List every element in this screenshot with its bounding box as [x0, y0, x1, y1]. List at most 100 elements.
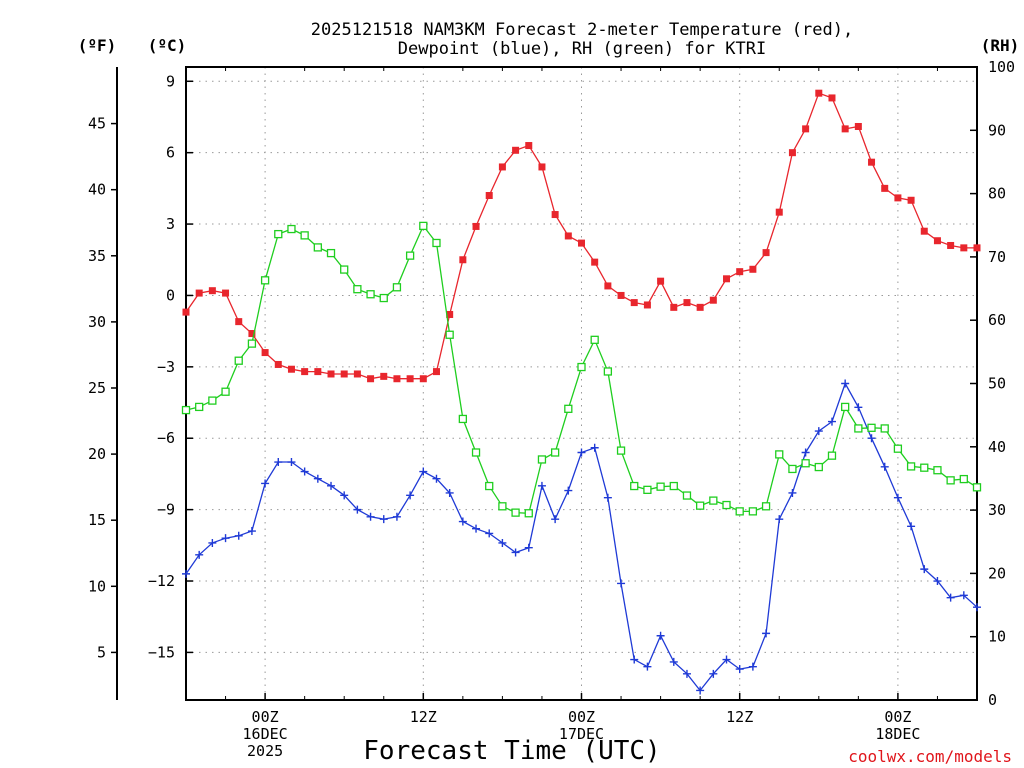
- time-tick-label: 00Z: [568, 708, 595, 726]
- dewpoint-point: [287, 458, 296, 467]
- rh-point: [181, 405, 191, 415]
- dewpoint-point: [432, 474, 441, 483]
- rh-point: [827, 451, 837, 460]
- 2-meter-temperature-point: [920, 227, 928, 235]
- credit-text[interactable]: coolwx.com/models: [848, 747, 1012, 766]
- rh-point: [933, 466, 942, 475]
- fahrenheit-tick-label: 40: [88, 181, 106, 199]
- rh-point: [340, 265, 349, 274]
- rh-point: [274, 229, 283, 239]
- dewpoint-point: [511, 548, 520, 557]
- rh-point: [656, 482, 665, 491]
- fahrenheit-axis-ticks: 45 40 35 30 25 20 15 10 5: [88, 115, 117, 661]
- 2-meter-temperature-point: [709, 296, 717, 304]
- 2-meter-temperature-point: [538, 163, 546, 171]
- 2-meter-temperature-point: [340, 370, 348, 378]
- dewpoint-point: [669, 657, 678, 666]
- rh-point: [471, 448, 481, 457]
- 2-meter-temperature-point: [643, 301, 651, 309]
- dewpoint-point: [973, 603, 981, 612]
- rh-point: [313, 243, 322, 252]
- 2-meter-temperature-point: [432, 368, 440, 376]
- celsius-unit-label: (ºC): [148, 36, 187, 55]
- rh-point: [709, 496, 718, 505]
- rh-point: [867, 423, 876, 432]
- rh-tick-label: 0: [988, 691, 997, 709]
- rh-point: [959, 474, 968, 484]
- 2-meter-temperature-point: [406, 375, 414, 383]
- 2-meter-temperature-point: [947, 241, 955, 249]
- rh-point: [300, 231, 309, 240]
- dewpoint-point: [959, 591, 968, 600]
- 2-meter-temperature-point: [815, 89, 823, 97]
- rh-point: [814, 462, 823, 472]
- series-layer: [181, 89, 982, 695]
- dewpoint-point: [762, 629, 771, 638]
- rh-point: [972, 483, 982, 492]
- rh-point: [260, 276, 270, 285]
- rh-point: [696, 501, 705, 510]
- 2-meter-temperature-point: [696, 303, 704, 311]
- rh-point: [748, 507, 758, 516]
- dewpoint-point: [920, 565, 929, 574]
- fahrenheit-unit-label: (ºF): [78, 36, 117, 55]
- 2-meter-temperature-point: [775, 208, 783, 216]
- 2-meter-temperature-point: [261, 349, 269, 357]
- dewpoint-point: [195, 550, 204, 559]
- rh-point: [564, 404, 573, 413]
- dewpoint-point: [748, 662, 757, 671]
- rh-point: [511, 508, 520, 517]
- rh-tick-label: 40: [988, 438, 1006, 456]
- rh-point: [880, 424, 889, 433]
- dewpoint-point: [590, 443, 599, 452]
- rh-point: [445, 330, 454, 339]
- x-axis-label: Forecast Time (UTC): [363, 736, 660, 766]
- dewpoint-point: [775, 515, 784, 524]
- 2-meter-temperature-point: [314, 368, 322, 376]
- 2-meter-temperature-point: [248, 330, 256, 338]
- time-tick-label: 00Z: [252, 708, 279, 726]
- rh-point: [906, 462, 916, 471]
- time-tick-label: 12Z: [726, 708, 753, 726]
- dewpoint-point: [643, 662, 652, 671]
- dewpoint-point: [379, 515, 388, 524]
- 2-meter-temperature-point: [459, 256, 467, 264]
- dewpoint-point: [722, 655, 731, 664]
- dewpoint-point: [327, 481, 336, 490]
- rh-tick-label: 90: [988, 121, 1006, 139]
- dewpoint-point: [247, 527, 256, 536]
- 2-meter-temperature-point: [630, 299, 638, 307]
- celsius-tick-label: 9: [166, 72, 175, 90]
- 2-meter-temperature-point: [472, 222, 480, 230]
- dewpoint-point: [208, 538, 217, 547]
- dewpoint-point: [827, 417, 836, 426]
- rh-point: [247, 339, 257, 348]
- celsius-tick-label: −9: [157, 501, 175, 519]
- rh-point: [788, 464, 797, 474]
- 2-meter-temperature-point: [960, 244, 968, 252]
- dewpoint-point: [880, 462, 889, 471]
- dewpoint-point: [419, 467, 428, 476]
- dewpoint-point: [485, 529, 494, 538]
- 2-meter-temperature-point: [854, 122, 862, 130]
- rh-point: [603, 367, 613, 376]
- rh-point: [616, 446, 626, 455]
- dewpoint-point: [340, 491, 349, 500]
- fahrenheit-tick-label: 35: [88, 247, 106, 265]
- 2-meter-temperature-point: [683, 299, 691, 307]
- rh-point: [893, 444, 903, 453]
- rh-point: [735, 507, 744, 516]
- celsius-tick-label: 0: [166, 286, 175, 304]
- rh-tick-label: 10: [988, 628, 1006, 646]
- dewpoint-point: [867, 434, 876, 443]
- 2-meter-temperature-point: [208, 287, 216, 295]
- dewpoint-point: [551, 515, 560, 524]
- rh-point: [366, 290, 375, 299]
- dewpoint-point: [261, 479, 270, 488]
- fahrenheit-tick-label: 15: [88, 511, 106, 529]
- 2-meter-temperature-point: [749, 265, 757, 273]
- time-tick-label: 17DEC: [559, 725, 604, 743]
- dewpoint-point: [221, 534, 230, 543]
- 2-meter-temperature-point: [973, 244, 981, 252]
- rh-point: [221, 387, 230, 396]
